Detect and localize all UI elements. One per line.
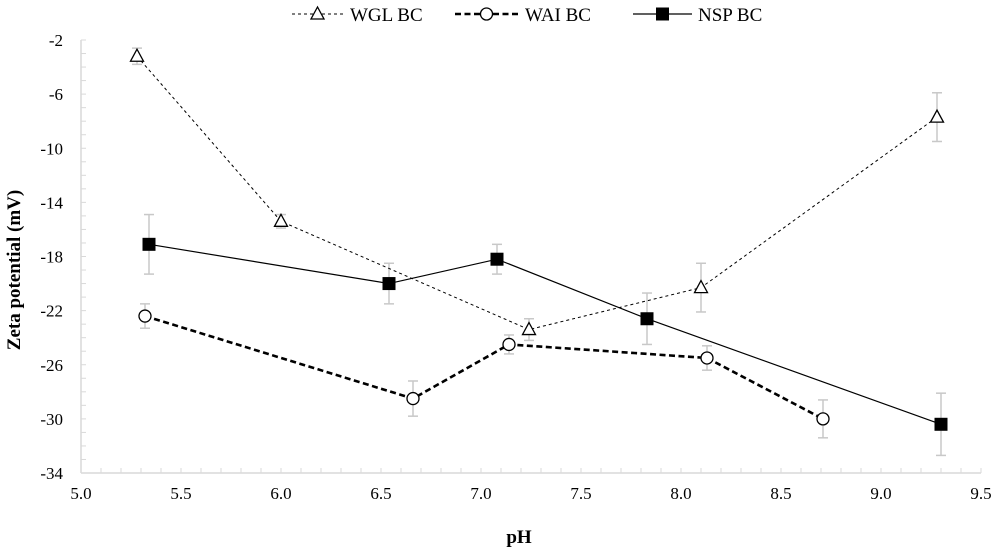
data-point-wgl bbox=[693, 279, 709, 294]
data-point-nsp bbox=[490, 252, 504, 266]
data-point-wai bbox=[502, 337, 516, 352]
y-tick-label: -18 bbox=[40, 248, 63, 267]
legend-symbol-nsp bbox=[656, 7, 669, 21]
series-line-nsp bbox=[148, 243, 942, 425]
legend-label-wgl: WGL BC bbox=[350, 5, 423, 26]
error-bars-wgl bbox=[132, 47, 942, 342]
x-axis-title: pH bbox=[506, 527, 532, 548]
data-point-nsp bbox=[382, 277, 396, 291]
legend-label-nsp: NSP BC bbox=[698, 5, 762, 26]
x-tick-label: 8.5 bbox=[770, 484, 791, 503]
x-tick-label: 7.0 bbox=[470, 484, 491, 503]
y-tick-label: -34 bbox=[40, 464, 63, 483]
legend: WGL BC WAI BC NSP BC bbox=[292, 5, 762, 26]
data-point-wgl bbox=[521, 321, 537, 336]
data-point-wgl bbox=[929, 108, 945, 123]
x-tick-label: 7.5 bbox=[570, 484, 591, 503]
data-point-nsp bbox=[640, 312, 654, 326]
x-tick-label: 9.0 bbox=[870, 484, 891, 503]
markers-wai bbox=[138, 309, 830, 426]
legend-item-wgl: WGL BC bbox=[292, 5, 423, 26]
markers-wgl bbox=[129, 47, 945, 336]
y-tick-label: -26 bbox=[40, 356, 63, 375]
data-point-nsp bbox=[934, 417, 948, 431]
data-point-wai bbox=[406, 391, 420, 406]
legend-label-wai: WAI BC bbox=[525, 5, 591, 26]
legend-marker-nsp bbox=[656, 7, 669, 21]
y-ticks bbox=[81, 39, 86, 474]
series-line-wai bbox=[144, 314, 824, 421]
axes: -2 -6 -10 -14 -18 -22 -26 -30 -34 5.0 5.5 6.0 6.5 7.… bbox=[40, 31, 991, 503]
data-point-wai bbox=[700, 351, 714, 365]
markers-nsp bbox=[142, 237, 948, 431]
x-tick-label: 5.0 bbox=[70, 484, 91, 503]
y-tick-label: -14 bbox=[40, 193, 63, 212]
legend-marker-wgl bbox=[309, 5, 326, 20]
x-tick-labels: 5.0 5.5 6.0 6.5 7.0 7.5 8.0 8.5 9.0 9.5 bbox=[70, 484, 991, 503]
data-point-wgl bbox=[273, 212, 289, 227]
y-tick-label: -2 bbox=[49, 31, 63, 50]
x-tick-label: 5.5 bbox=[170, 484, 191, 503]
data-point-wai bbox=[816, 412, 830, 426]
data-point-wgl bbox=[129, 47, 145, 62]
data-point-wai bbox=[138, 309, 152, 323]
y-axis-title: Zeta potential (mV) bbox=[4, 190, 25, 350]
y-tick-label: -6 bbox=[49, 85, 63, 104]
x-ticks bbox=[80, 468, 982, 473]
data-point-nsp bbox=[142, 237, 156, 251]
legend-symbol-wai bbox=[479, 7, 494, 21]
error-bars-wai bbox=[140, 303, 828, 439]
y-tick-label: -22 bbox=[40, 302, 63, 321]
y-tick-label: -10 bbox=[40, 139, 63, 158]
legend-symbol-wgl bbox=[309, 5, 326, 20]
legend-item-wai: WAI BC bbox=[455, 5, 591, 26]
plot-area bbox=[129, 47, 948, 457]
y-tick-labels: -2 -6 -10 -14 -18 -22 -26 -30 -34 bbox=[40, 31, 63, 483]
legend-item-nsp: NSP BC bbox=[633, 5, 762, 26]
series-line-wgl bbox=[136, 55, 938, 331]
x-tick-label: 9.5 bbox=[970, 484, 991, 503]
x-tick-label: 8.0 bbox=[670, 484, 691, 503]
y-tick-label: -30 bbox=[40, 410, 63, 429]
legend-marker-wai bbox=[479, 7, 494, 21]
x-tick-label: 6.0 bbox=[270, 484, 291, 503]
x-tick-label: 6.5 bbox=[370, 484, 391, 503]
